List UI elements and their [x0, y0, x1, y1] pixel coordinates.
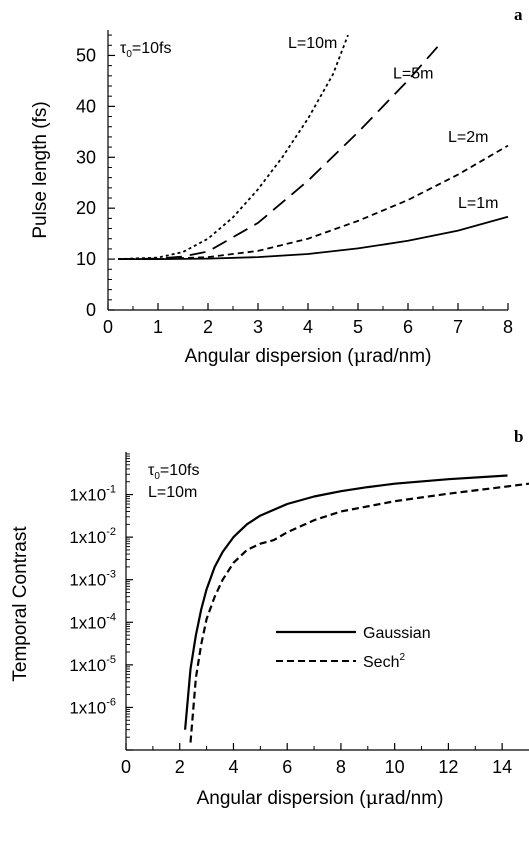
- panel-b-x-tick-label: 6: [282, 757, 292, 777]
- panel-b-x-tick-label: 8: [336, 757, 346, 777]
- panel-b-x-tick-label: 2: [175, 757, 185, 777]
- panel-a-x-tick-label: 0: [103, 317, 113, 337]
- panel-a-y-tick-label: 10: [76, 249, 96, 269]
- panel-b-y-tick-label: 1x10-5: [69, 654, 116, 675]
- panel-a-labels: L=10m L=5m L=2m L=1m: [288, 35, 498, 212]
- panel-a-x-tick-label: 8: [503, 317, 513, 337]
- panel-b-y-tick-label: 1x10-1: [69, 484, 116, 505]
- panel-b-x-axis-label: Angular dispersion (μrad/nm): [197, 787, 444, 809]
- panel-a-x-axis-label: Angular dispersion (μrad/nm): [185, 345, 432, 367]
- panel-b-y-tick-label: 1x10-6: [69, 696, 116, 717]
- panel-b: b 0 2 4 6 8 10 12 14 1x10-6 1x10-5 1x10-4 1x10-3 1x1…: [10, 427, 529, 809]
- panel-b-y-axis-label: Temporal Contrast: [10, 526, 31, 682]
- panel-b-annotation-2: L=10m: [148, 484, 197, 501]
- panel-b-series: [184, 474, 529, 743]
- curve-label-l-5m: L=5m: [393, 65, 433, 82]
- panel-b-y-tick-label: 1x10-2: [69, 526, 116, 547]
- panel-a-ticks: 0 1 2 3 4 5 6 7 8 0 10 20 30 40 50: [76, 34, 513, 337]
- panel-b-y-tick-label: 1x10-4: [69, 611, 116, 632]
- curve-label-l-2m: L=2m: [448, 129, 488, 146]
- series-sech2: [189, 482, 529, 743]
- panel-b-x-tick-label: 4: [228, 757, 238, 777]
- series-gaussian: [184, 474, 508, 730]
- panel-a-x-tick-label: 4: [303, 317, 313, 337]
- series-l-5m: [117, 45, 439, 260]
- panel-a-letter: a: [514, 5, 523, 24]
- panel-a-y-axis-label: Pulse length (fs): [30, 101, 51, 238]
- panel-a-x-tick-label: 6: [403, 317, 413, 337]
- panel-a-y-tick-label: 0: [86, 300, 96, 320]
- legend-gaussian-label: Gaussian: [363, 625, 431, 642]
- curve-label-l-1m: L=1m: [458, 195, 498, 212]
- panel-a-series: [117, 34, 509, 261]
- panel-b-y-tick-label: 1x10-3: [69, 569, 116, 590]
- panel-a-y-tick-label: 30: [76, 147, 96, 167]
- panel-a-x-tick-label: 5: [353, 317, 363, 337]
- panel-a-y-tick-label: 40: [76, 96, 96, 116]
- series-l-10m: [117, 34, 349, 260]
- panel-a-x-tick-label: 7: [453, 317, 463, 337]
- panel-b-x-tick-label: 14: [492, 757, 512, 777]
- panel-a-y-tick-label: 50: [76, 45, 96, 65]
- series-l-2m: [118, 144, 509, 261]
- panel-a-x-tick-label: 2: [203, 317, 213, 337]
- panel-b-annotation: τ0=10fs: [148, 462, 199, 482]
- panel-b-x-tick-label: 0: [121, 757, 131, 777]
- panel-b-x-tick-label: 12: [438, 757, 458, 777]
- panel-b-letter: b: [514, 427, 523, 446]
- panel-a-y-tick-label: 20: [76, 198, 96, 218]
- curve-label-l-10m: L=10m: [288, 35, 337, 52]
- panel-a-x-tick-label: 1: [153, 317, 163, 337]
- panel-a-annotation: τ0=10fs: [120, 40, 171, 60]
- series-l-1m: [118, 215, 509, 261]
- legend-sech-label: Sech2: [363, 652, 405, 671]
- panel-a: a 0 1 2 3 4 5 6 7 8 0 10 20 30 40 50 L=10m L=5m L=2m L=1m…: [30, 5, 523, 367]
- panel-b-legend: Gaussian Sech2: [276, 625, 431, 671]
- panel-b-ticks: 0 2 4 6 8 10 12 14 1x10-6 1x10-5 1x10-4 1x10-3 1x10-…: [69, 453, 512, 777]
- panel-b-x-tick-label: 10: [385, 757, 405, 777]
- panel-a-x-tick-label: 3: [253, 317, 263, 337]
